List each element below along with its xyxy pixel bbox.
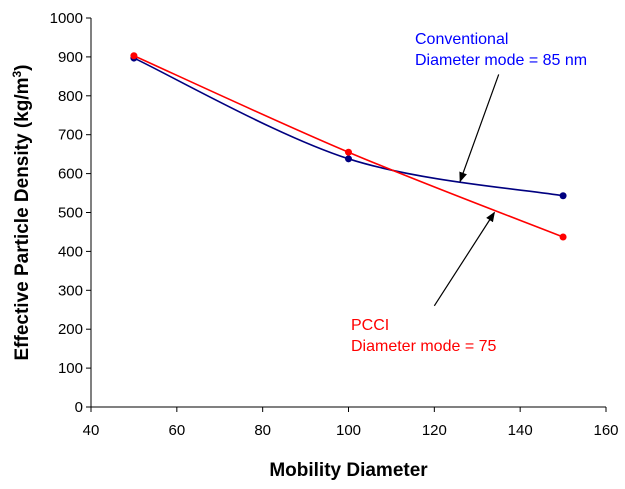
x-tick-label: 40 <box>83 422 100 439</box>
x-axis-title: Mobility Diameter <box>269 460 428 481</box>
data-point-conventional <box>559 192 567 200</box>
series-conventional <box>130 54 567 200</box>
series-pcci <box>130 52 567 241</box>
annotation-text-conventional: Diameter mode = 85 nm <box>415 52 587 69</box>
series-layer <box>130 52 567 241</box>
annotation-text-pcci: Diameter mode = 75 <box>351 338 497 355</box>
y-axis-title-superscript: 3 <box>10 71 24 78</box>
data-point-pcci <box>130 52 138 60</box>
x-tick-label: 160 <box>593 422 618 439</box>
data-point-pcci <box>559 233 567 241</box>
series-line-pcci <box>133 55 564 238</box>
axes: 0 100 200 300 400 500 600 700 800 900 1000 40 60 80 10… <box>50 10 619 439</box>
y-tick-label: 800 <box>58 88 83 105</box>
x-tick-label: 140 <box>508 422 533 439</box>
y-tick-label: 300 <box>58 282 83 299</box>
annotation-pcci: PCCI Diameter mode = 75 <box>351 211 497 355</box>
annotation-text-conventional: Conventional <box>415 31 508 48</box>
y-tick-label: 500 <box>58 205 83 222</box>
y-tick-label: 600 <box>58 166 83 183</box>
annotation-arrow-conventional <box>459 74 500 183</box>
y-tick-label: 0 <box>75 399 83 416</box>
y-axis-title: Effective Particle Density (kg/m3) <box>10 64 33 360</box>
y-axis-title-main: Effective Particle Density (kg/m <box>12 78 33 361</box>
data-point-conventional <box>345 155 352 163</box>
y-tick-label: 900 <box>58 49 83 66</box>
annotation-conventional: Conventional Diameter mode = 85 nm <box>415 31 587 183</box>
y-tick-label: 700 <box>58 127 83 144</box>
annotation-layer: Conventional Diameter mode = 85 nm PCCI Dia… <box>351 31 587 355</box>
y-tick-label: 200 <box>58 321 83 338</box>
series-line-conventional <box>133 57 564 197</box>
y-tick-label: 100 <box>58 360 83 377</box>
y-tick-label: 400 <box>58 243 83 260</box>
data-point-pcci <box>345 148 352 156</box>
x-tick-label: 60 <box>168 422 185 439</box>
annotation-text-pcci: PCCI <box>351 317 389 334</box>
y-tick-label: 1000 <box>50 10 83 27</box>
y-axis-title-end: ) <box>12 64 33 70</box>
annotation-arrow-pcci <box>433 211 495 307</box>
x-tick-label: 100 <box>336 422 361 439</box>
x-tick-label: 120 <box>422 422 447 439</box>
x-tick-label: 80 <box>254 422 271 439</box>
